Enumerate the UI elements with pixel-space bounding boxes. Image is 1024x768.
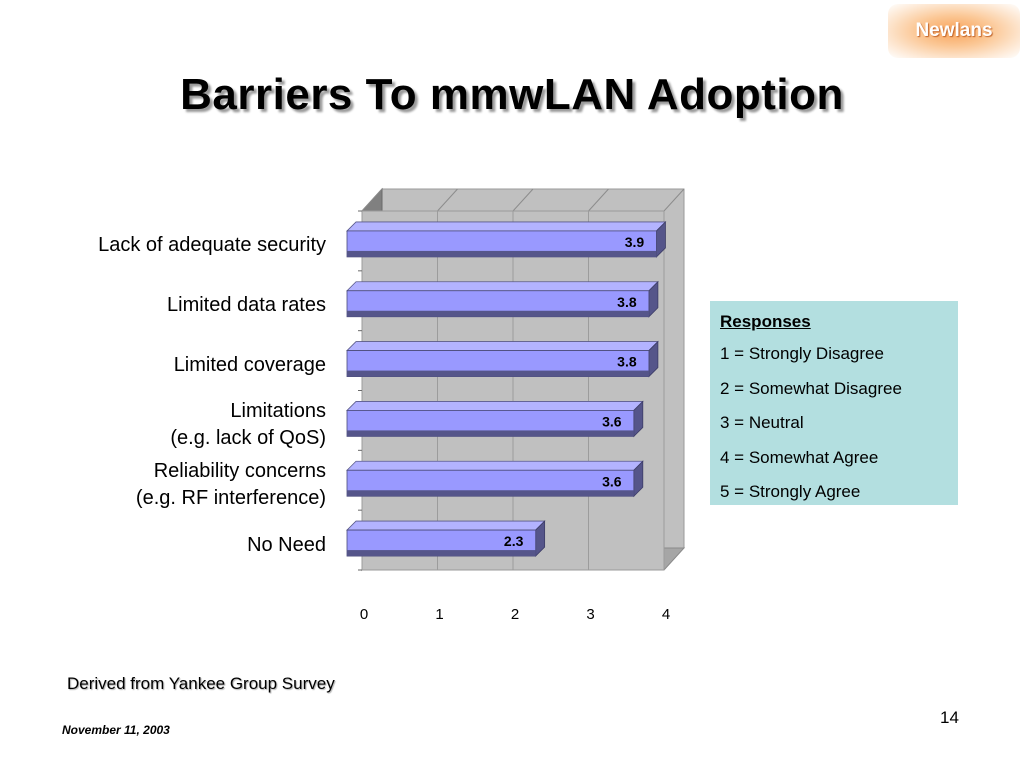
bar-top-face (346, 401, 644, 411)
category-label-line: (e.g. lack of QoS) (170, 427, 326, 450)
legend-item: 4 = Somewhat Agree (720, 447, 879, 467)
bar-bottom-face (347, 430, 634, 437)
bar-value-label: 3.6 (602, 413, 622, 429)
category-label-line: Reliability concerns (153, 460, 326, 483)
bar-bottom-face (347, 370, 649, 377)
bar-top-face (346, 221, 667, 232)
slide-date: November 11, 2003 (62, 723, 170, 737)
legend-item: 2 = Somewhat Disagree (720, 378, 902, 398)
x-tick-label: 0 (360, 606, 368, 623)
category-label: Lack of adequate security (98, 232, 326, 259)
bar-value-label: 3.6 (602, 473, 622, 489)
bar-top-face (346, 341, 659, 351)
legend-item: 1 = Strongly Disagree (720, 344, 884, 363)
x-tick-label: 4 (662, 606, 670, 623)
category-label-line: Limitations (230, 400, 326, 423)
x-tick-label: 1 (435, 606, 443, 623)
legend-item: 5 = Strongly Agree (720, 482, 861, 501)
slide-title: Barriers To mmwLAN Adoption (180, 70, 844, 119)
category-label: Reliability concerns (e.g. RF interferenc… (136, 458, 326, 512)
bar-bottom-face (347, 310, 649, 317)
bar-value-label: 2.3 (504, 533, 524, 549)
gridline-diagonal (512, 188, 534, 212)
gridline-diagonal (437, 188, 458, 212)
category-label: Limited data rates (167, 292, 326, 319)
page-number: 14 (940, 708, 959, 727)
logo-text: Newlans (915, 20, 993, 41)
x-tick-label: 2 (511, 606, 519, 623)
bar-value-label: 3.8 (617, 294, 637, 310)
category-label-line: Limited data rates (167, 294, 326, 317)
category-label: Limitations (e.g. lack of QoS) (170, 398, 326, 452)
x-tick-label: 3 (586, 606, 594, 623)
category-label-line: Lack of adequate security (98, 234, 326, 257)
bar-bottom-face (347, 250, 657, 257)
category-label-line: No Need (247, 533, 326, 556)
bar-value-label: 3.9 (625, 234, 645, 250)
category-label-line: (e.g. RF interference) (135, 487, 326, 510)
category-label: No Need (247, 532, 326, 559)
bar-bottom-face (347, 550, 536, 557)
bar-value-label: 3.8 (617, 354, 637, 370)
legend-heading: Responses (720, 312, 811, 331)
category-label: Limited coverage (174, 352, 326, 379)
bar-top-face (346, 520, 546, 531)
newlans-logo: Newlans (888, 4, 1020, 58)
legend-item: 3 = Neutral (720, 413, 804, 432)
responses-legend: Responses 1 = Strongly Disagree 2 = Some… (710, 301, 958, 505)
gridline-diagonal (361, 188, 383, 212)
source-note: Derived from Yankee Group Survey (67, 674, 335, 693)
category-label-line: Limited coverage (173, 354, 326, 377)
gridline-diagonal (663, 188, 685, 212)
gridline-diagonal (588, 188, 609, 212)
bar-top-face (346, 460, 644, 471)
bar-top-face (346, 281, 659, 292)
bar-bottom-face (347, 490, 634, 497)
